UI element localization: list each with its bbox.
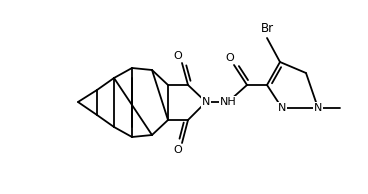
Text: NH: NH (220, 97, 236, 107)
Text: O: O (174, 51, 183, 61)
Text: Br: Br (261, 22, 273, 35)
Text: O: O (226, 53, 234, 63)
Text: N: N (314, 103, 322, 113)
Text: N: N (202, 97, 210, 107)
Text: O: O (174, 145, 183, 155)
Text: N: N (278, 103, 286, 113)
